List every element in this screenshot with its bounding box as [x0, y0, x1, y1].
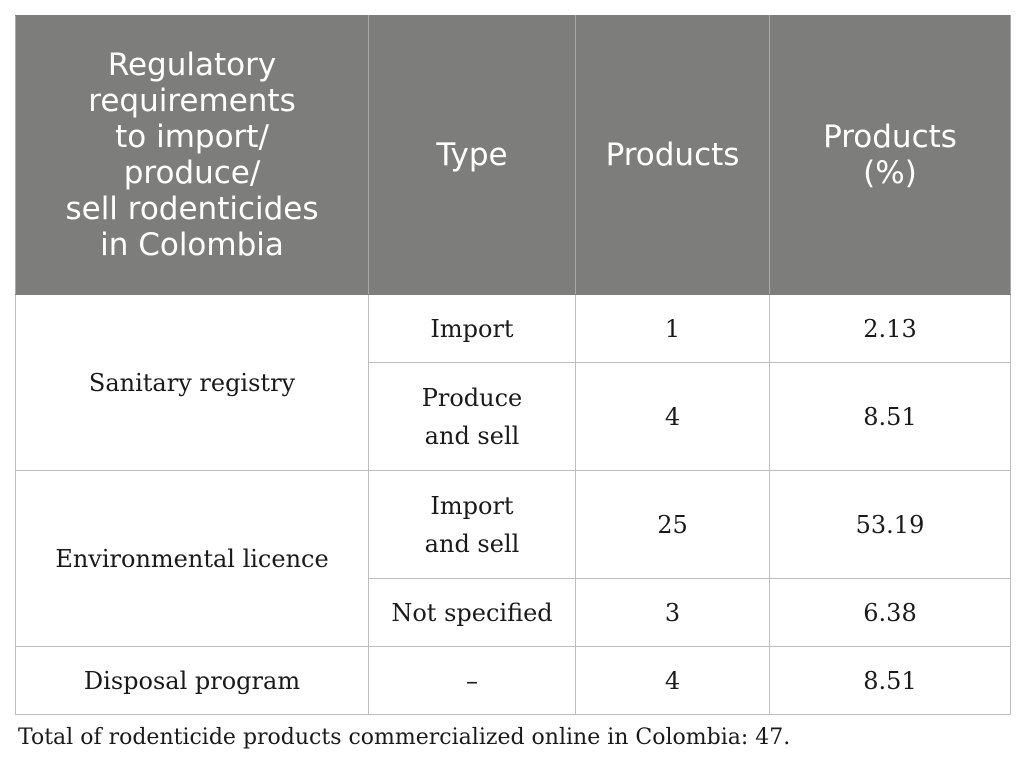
percent-value: 6.38	[863, 598, 917, 627]
requirement-label: Sanitary registry	[88, 368, 296, 397]
percent-cell: 8.51	[769, 362, 1011, 471]
table-header: Regulatory requirements to import/ produ…	[15, 15, 1011, 295]
products-cell: 3	[575, 578, 770, 647]
percent-value: 53.19	[855, 510, 925, 539]
products-cell: 4	[575, 362, 770, 471]
table-row: Sanitary registry Import 1 2.13	[15, 294, 1011, 471]
header-products: Products	[575, 15, 770, 295]
type-cell: Not specified	[368, 578, 576, 647]
requirement-cell: Disposal program	[15, 646, 369, 715]
type-value: Not specified	[391, 598, 553, 627]
type-value: Produce and sell	[421, 383, 523, 450]
products-value: 25	[657, 510, 688, 539]
percent-value: 8.51	[863, 402, 917, 431]
percent-cell: 8.51	[769, 646, 1011, 715]
percent-value: 8.51	[863, 666, 917, 695]
products-value: 1	[664, 314, 681, 343]
requirement-cell: Environmental licence	[15, 470, 369, 647]
products-value: 3	[664, 598, 681, 627]
table-row: Environmental licence Import and sell 25…	[15, 470, 1011, 647]
products-value: 4	[664, 402, 681, 431]
percent-cell: 6.38	[769, 578, 1011, 647]
type-value: Import	[430, 314, 514, 343]
table-footnote: Total of rodenticide products commercial…	[18, 725, 791, 750]
products-cell: 25	[575, 470, 770, 579]
requirement-label: Environmental licence	[55, 544, 329, 573]
header-products-percent: Products (%)	[769, 15, 1011, 295]
header-label: Products	[605, 137, 740, 173]
products-cell: 1	[575, 294, 770, 363]
table-row: Disposal program – 4 8.51	[15, 646, 1011, 715]
header-label: Products (%)	[823, 119, 957, 191]
requirement-label: Disposal program	[83, 666, 301, 695]
header-type: Type	[368, 15, 576, 295]
type-cell: Import	[368, 294, 576, 363]
rodenticide-regulation-table: Regulatory requirements to import/ produ…	[15, 15, 1011, 715]
header-label: Regulatory requirements to import/ produ…	[65, 47, 319, 263]
requirement-cell: Sanitary registry	[15, 294, 369, 471]
table-body: Sanitary registry Import 1 2.13 Produce …	[15, 294, 1011, 715]
type-value: Import and sell	[424, 491, 520, 558]
products-cell: 4	[575, 646, 770, 715]
percent-cell: 53.19	[769, 470, 1011, 579]
percent-value: 2.13	[863, 314, 917, 343]
table-row: Produce and sell 4 8.51	[16, 362, 1011, 471]
header-regulatory-requirements: Regulatory requirements to import/ produ…	[15, 15, 369, 295]
header-label: Type	[436, 137, 508, 173]
products-value: 4	[664, 666, 681, 695]
type-cell: –	[368, 646, 576, 715]
header-row: Regulatory requirements to import/ produ…	[15, 15, 1011, 295]
type-cell: Produce and sell	[368, 362, 576, 471]
type-cell: Import and sell	[368, 470, 576, 579]
percent-cell: 2.13	[769, 294, 1011, 363]
type-value: –	[466, 666, 478, 695]
